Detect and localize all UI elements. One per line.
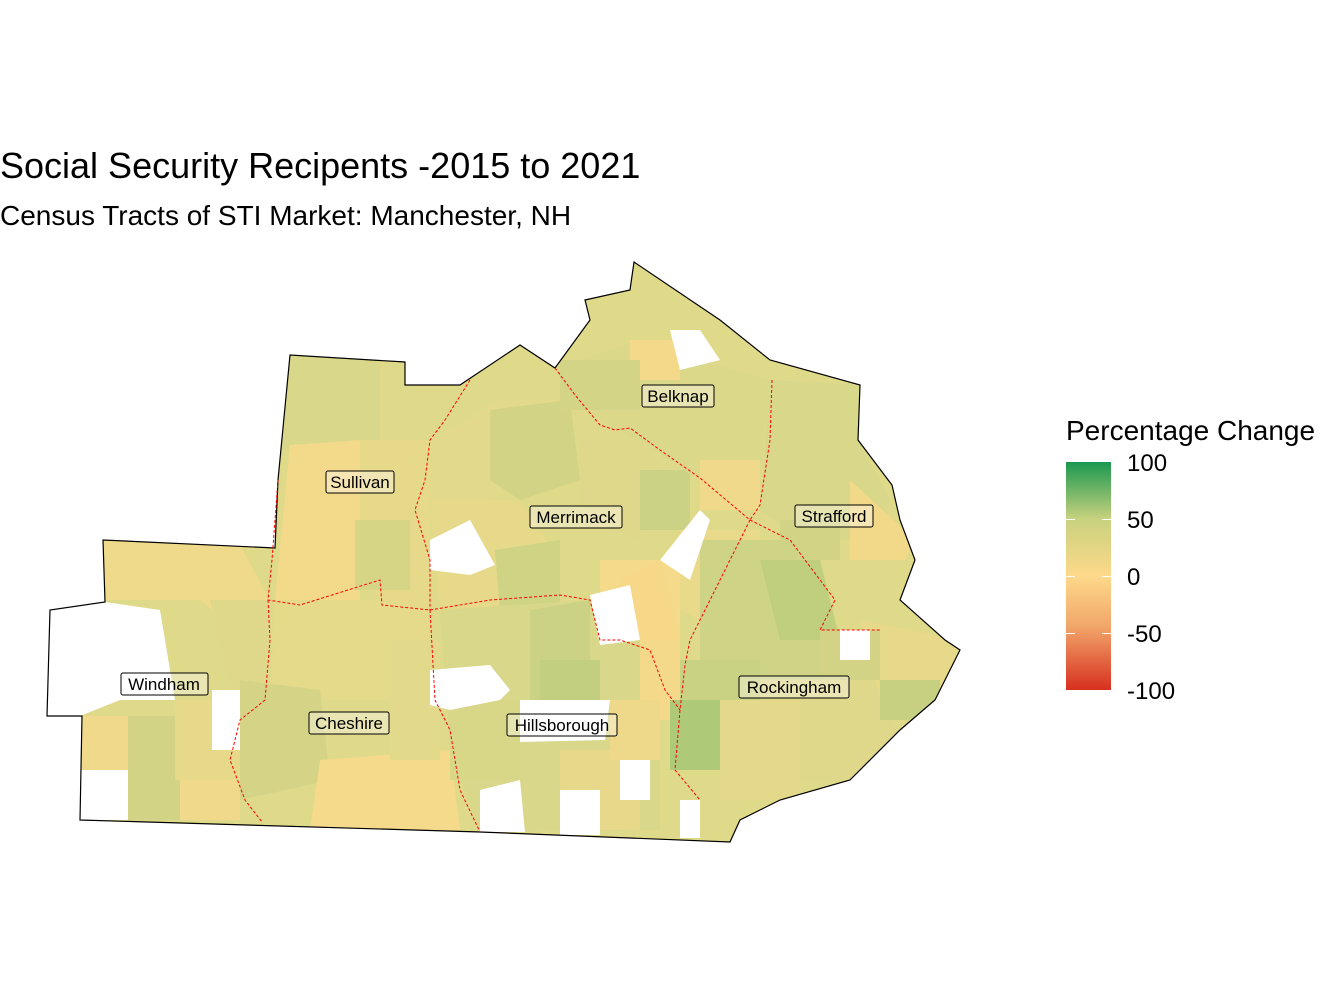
rockingham-tracts (670, 540, 960, 800)
legend-tick-label: -100 (1127, 678, 1176, 705)
county-label-text: Merrimack (536, 508, 616, 527)
sullivan-tracts (275, 355, 430, 610)
legend-title: Percentage Change (1066, 415, 1316, 446)
windham-tracts (80, 540, 275, 820)
map-title: Social Security Recipents -2015 to 2021 (0, 145, 641, 186)
legend-tick-label: 50 (1127, 507, 1154, 534)
county-label-text: Strafford (802, 507, 867, 526)
legend-tick-mark (1066, 576, 1075, 577)
market-outline (46, 260, 961, 843)
legend-tick-mark (1066, 633, 1075, 634)
county-label-text: Hillsborough (515, 716, 610, 735)
legend-tick-mark (1066, 519, 1075, 520)
legend-tick-label: -50 (1127, 621, 1162, 648)
county-label-text: Cheshire (315, 714, 383, 733)
missing-tracts (47, 330, 870, 838)
county-label-windham: Windham (120, 672, 209, 696)
legend-tick-mark (1102, 576, 1111, 577)
county-label-text: Windham (128, 675, 200, 694)
legend-tick-label: 100 (1127, 450, 1168, 477)
county-label-strafford: Strafford (794, 504, 874, 528)
legend-tick-mark (1102, 633, 1111, 634)
county-label-text: Rockingham (747, 678, 842, 697)
legend-tick-mark (1102, 519, 1111, 520)
legend-tick-label: 0 (1127, 564, 1141, 591)
county-label-rockingham: Rockingham (738, 675, 850, 699)
belknap-tracts (555, 340, 770, 510)
county-boundaries (229, 367, 880, 833)
county-label-sullivan: Sullivan (325, 470, 395, 494)
county-label-belknap: Belknap (641, 384, 715, 408)
county-label-hillsborough: Hillsborough (506, 713, 618, 737)
tract-area (47, 262, 960, 842)
county-label-text: Sullivan (330, 473, 390, 492)
county-label-cheshire: Cheshire (308, 711, 390, 735)
cheshire-tracts (240, 600, 460, 830)
map-subtitle: Census Tracts of STI Market: Manchester,… (0, 200, 572, 231)
strafford-tracts (760, 380, 915, 560)
county-label-merrimack: Merrimack (529, 505, 623, 529)
county-label-text: Belknap (647, 387, 708, 406)
